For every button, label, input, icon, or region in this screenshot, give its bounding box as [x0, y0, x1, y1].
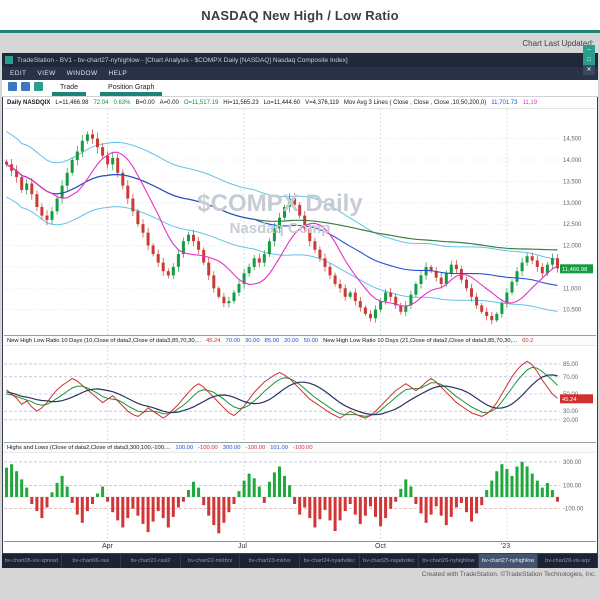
- info-segment: Highs and Lows (Close of data2,Close of …: [7, 444, 171, 451]
- window-title: TradeStation - BV1 - bv-chart27-nyhighlo…: [17, 56, 348, 64]
- highs-lows-histogram: 300.00 100.00 -100.00: [4, 453, 596, 546]
- info-segment: Daily NASDQIX: [7, 99, 51, 106]
- info-segment: 11,701.73: [491, 99, 518, 106]
- svg-text:12,500: 12,500: [563, 222, 582, 228]
- page-title: NASDAQ New High / Low Ratio: [201, 7, 399, 23]
- info-segment: Lo=11,444.60: [263, 99, 301, 106]
- svg-text:300.00: 300.00: [563, 460, 582, 466]
- info-segment: 101.00: [270, 444, 288, 451]
- info-segment: -100.00: [292, 444, 313, 451]
- info-segment: A=0.00: [159, 99, 179, 106]
- info-segment: 20.00: [284, 337, 299, 344]
- indicator2-header: Highs and Lows (Close of data2,Close of …: [4, 442, 596, 453]
- credit-row: Created with TradeStation. ©TradeStation…: [0, 568, 600, 580]
- workspace-tab-bv-chart06-rasi[interactable]: bv-chart06-rasi: [62, 554, 122, 568]
- svg-text:-100.00: -100.00: [563, 507, 584, 513]
- menu-item-window[interactable]: WINDOW: [66, 70, 98, 77]
- menu-item-help[interactable]: HELP: [108, 70, 128, 77]
- svg-text:85.00: 85.00: [563, 362, 579, 368]
- info-segment: 30.00: [245, 337, 260, 344]
- svg-text:45.24: 45.24: [562, 397, 577, 403]
- window-maximize-button[interactable]: □: [583, 55, 595, 65]
- symbol-info-bar: Daily NASDQIX L=11,466.98 72.04 0.63% B=0.00…: [4, 97, 596, 109]
- svg-text:14,000: 14,000: [563, 158, 582, 164]
- info-segment: Mov Avg 3 Lines ( Close , Close , Close …: [343, 99, 487, 106]
- svg-text:12,000: 12,000: [563, 244, 582, 250]
- info-segment: -100.00: [245, 444, 266, 451]
- info-segment: 300.00: [222, 444, 241, 451]
- svg-text:14,500: 14,500: [563, 137, 582, 143]
- workspace-tab-bv-chart24-nyadvdec[interactable]: bv-chart24-nyadvdec: [300, 554, 360, 568]
- info-segment: 100.00: [175, 444, 194, 451]
- svg-text:70.00: 70.00: [563, 375, 579, 381]
- grid-icon[interactable]: [21, 82, 30, 91]
- svg-text:10,500: 10,500: [563, 308, 582, 314]
- svg-text:20.00: 20.00: [563, 418, 579, 424]
- x-axis-label: '23: [501, 543, 511, 550]
- main-chart-pane[interactable]: 14,50014,00013,50013,00012,50012,00011,5…: [4, 109, 596, 335]
- site-header: NASDAQ New High / Low Ratio: [0, 0, 600, 30]
- window-controls: – □ ✕: [581, 45, 595, 75]
- app-icon: [5, 56, 13, 64]
- chart-window: Daily NASDQIX L=11,466.98 72.04 0.63% B=0.00…: [2, 97, 598, 554]
- menu-item-edit[interactable]: EDIT: [10, 70, 27, 77]
- indicator1-header: New High Low Ratio 10 Days (10,Close of …: [4, 335, 596, 346]
- info-segment: 60.2: [522, 337, 534, 344]
- svg-text:11,000: 11,000: [563, 286, 582, 292]
- x-axis-label: Jul: [238, 543, 247, 550]
- toolbar-tab-trade[interactable]: Trade: [52, 84, 87, 96]
- workspace-tab-bv-chart22-mktbrx[interactable]: bv-chart22-mktbrx: [181, 554, 241, 568]
- svg-text:30.00: 30.00: [563, 409, 579, 415]
- svg-text:13,000: 13,000: [563, 201, 582, 207]
- info-segment: -100.00: [198, 444, 218, 451]
- toolbar-tabs: Trade Position Graph: [45, 84, 169, 96]
- window-close-button[interactable]: ✕: [583, 65, 595, 75]
- menu-item-view[interactable]: VIEW: [37, 70, 56, 77]
- updated-row: Chart Last Updated:: [0, 33, 600, 53]
- info-segment: 72.04: [93, 99, 109, 106]
- workspace-tab-bv-chart21-rasi2[interactable]: bv-chart21-rasi2: [121, 554, 181, 568]
- chart-last-updated-label: Chart Last Updated:: [522, 38, 594, 48]
- workspace-tab-bv-chart23-mktvx[interactable]: bv-chart23-mktvx: [240, 554, 300, 568]
- histogram-pane[interactable]: 300.00 100.00 -100.00: [4, 453, 596, 541]
- info-segment: 45.24: [206, 337, 221, 344]
- svg-text:11,466.98: 11,466.98: [562, 267, 587, 273]
- workspace-tab-bv-chart26-nyhighlow[interactable]: bv-chart26-nyhighlow: [419, 554, 479, 568]
- time-axis: Apr Jul Oct '23: [4, 541, 596, 553]
- info-segment: V=4,376,119: [305, 99, 339, 106]
- info-segment: Hi=11,565.23: [223, 99, 259, 106]
- workspace-tab-bv-chart05-vix-spread[interactable]: bv-chart05-vix-spread: [2, 554, 62, 568]
- workspace-tab-bar: bv-chart05-vix-spread bv-chart06-rasi bv-c…: [2, 554, 598, 568]
- info-segment: New High Low Ratio 10 Days (10,Close of …: [7, 337, 201, 344]
- tradestation-credit: Created with TradeStation. ©TradeStation…: [421, 570, 596, 578]
- menu-bar: EDIT VIEW WINDOW HELP: [2, 67, 598, 80]
- x-axis-label: Apr: [102, 543, 113, 550]
- info-segment: B=0.00: [135, 99, 155, 106]
- candlestick-chart: 14,50014,00013,50013,00012,50012,00011,5…: [4, 109, 596, 340]
- layout-icon[interactable]: [34, 82, 43, 91]
- svg-text:100.00: 100.00: [563, 483, 582, 489]
- info-segment: L=11,466.98: [55, 99, 89, 106]
- info-segment: 11,19: [522, 99, 538, 106]
- info-segment: 85.00: [264, 337, 280, 344]
- window-minimize-button[interactable]: –: [583, 45, 595, 55]
- info-segment: New High Low Ratio 10 Days (21,Close of …: [323, 337, 518, 344]
- workspace-tab-bv-chart28-vix-sqz[interactable]: bv-chart28-vix-sqz: [538, 554, 598, 568]
- header-divider: [0, 30, 600, 33]
- workspace-tab-bv-chart27-nyhighlow[interactable]: bv-chart27-nyhighlow: [478, 554, 539, 568]
- x-axis-label: Oct: [375, 543, 386, 550]
- toolbar-tab-position-graph[interactable]: Position Graph: [100, 84, 163, 96]
- svg-text:13,500: 13,500: [563, 179, 582, 185]
- info-segment: 0.63%: [113, 99, 131, 106]
- window-titlebar: TradeStation - BV1 - bv-chart27-nyhighlo…: [2, 45, 598, 75]
- chart-icon[interactable]: [8, 82, 17, 91]
- info-segment: 50.00: [303, 337, 319, 344]
- workspace-tab-bv-chart25-nqadvdec[interactable]: bv-chart25-nqadvdec: [360, 554, 420, 568]
- tradestation-window: TradeStation - BV1 - bv-chart27-nyhighlo…: [2, 45, 598, 568]
- info-segment: 70.00: [225, 337, 241, 344]
- info-segment: O=11,517.19: [183, 99, 219, 106]
- toolbar: Trade Position Graph: [2, 80, 598, 97]
